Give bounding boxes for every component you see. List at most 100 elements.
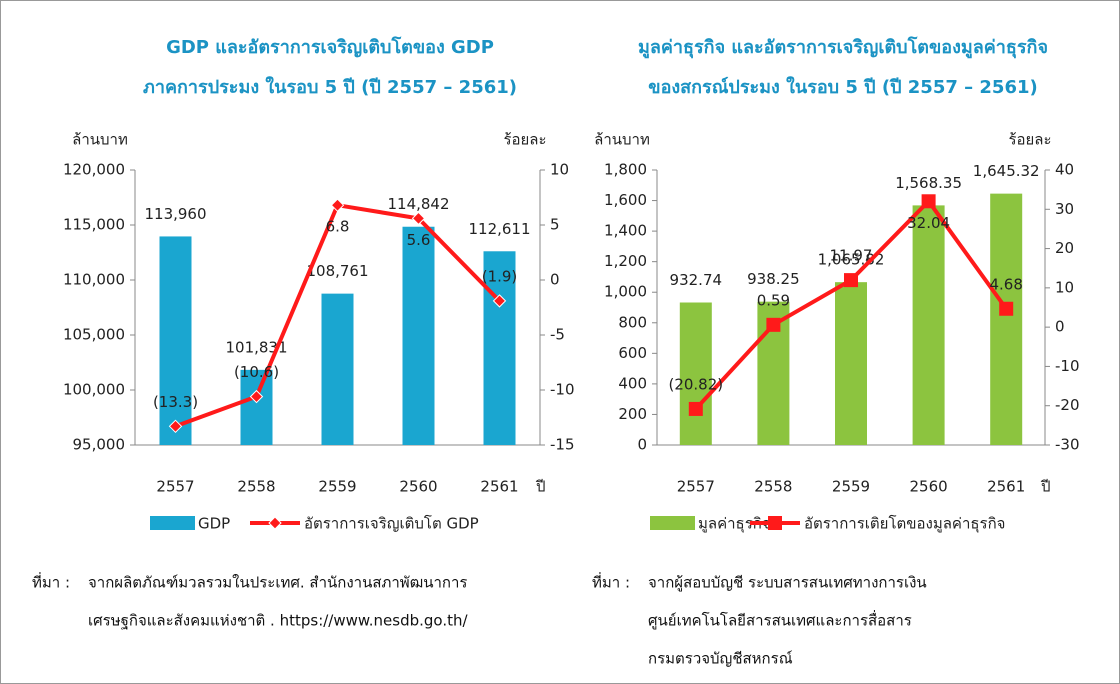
line-value-label: (20.82) xyxy=(668,375,723,393)
x-tick-label: 2558 xyxy=(754,478,792,496)
line-value-label: 5.6 xyxy=(407,231,431,249)
bar-value-label: 932.74 xyxy=(670,271,723,289)
note-label: ที่มา : xyxy=(592,572,630,592)
line-marker xyxy=(411,211,426,226)
y-axis-label: ล้านบาท xyxy=(72,131,128,149)
y-tick-label: 120,000 xyxy=(63,161,125,179)
y2-tick-label: -30 xyxy=(1055,436,1080,454)
y-tick-label: 1,200 xyxy=(604,252,647,270)
line-marker xyxy=(330,198,345,212)
y2-tick-label: 20 xyxy=(1055,239,1074,257)
chart-title: GDP และอัตราการเจริญเติบโตของ GDP xyxy=(166,36,494,58)
line-value-label: 6.8 xyxy=(326,218,350,236)
note-line: ศูนย์เทคโนโลยีสารสนเทศและการสื่อสาร xyxy=(648,610,912,630)
legend-swatch xyxy=(150,516,195,530)
chart-title: ของสกรณ์ประมง ในรอบ 5 ปี (ปี 2557 – 2561… xyxy=(648,76,1037,98)
line-value-label: 32.04 xyxy=(907,214,950,232)
bar xyxy=(483,251,516,445)
x-tick-label: 2557 xyxy=(156,478,194,496)
bar-value-label: 114,842 xyxy=(387,195,449,213)
y-tick-label: 600 xyxy=(618,344,647,362)
y-tick-label: 1,400 xyxy=(604,222,647,240)
bar-value-label: 1,645.32 xyxy=(973,162,1040,180)
y-tick-label: 105,000 xyxy=(63,326,125,344)
y-tick-label: 1,800 xyxy=(604,161,647,179)
bar-value-label: 113,960 xyxy=(144,205,206,223)
line-value-label: (10.6) xyxy=(234,363,279,381)
y2-tick-label: 5 xyxy=(550,216,560,234)
y2-tick-label: -10 xyxy=(1055,357,1080,375)
y2-axis-label: ร้อยละ xyxy=(1008,131,1051,149)
bar xyxy=(912,205,945,445)
y2-tick-label: 0 xyxy=(1055,318,1065,336)
y-tick-label: 1,000 xyxy=(604,283,647,301)
chart-title: ภาคการประมง ในรอบ 5 ปี (ปี 2557 – 2561) xyxy=(143,76,517,98)
bar-value-label: 1,568.35 xyxy=(895,174,962,192)
x-tick-label: 2558 xyxy=(237,478,275,496)
y2-tick-label: -20 xyxy=(1055,396,1080,414)
y2-tick-label: 10 xyxy=(1055,278,1074,296)
x-tick-label: 2561 xyxy=(987,478,1025,496)
legend-label: มูลค่าธุรกิจ xyxy=(698,515,771,534)
line-marker xyxy=(999,301,1014,316)
y-tick-label: 1,600 xyxy=(604,191,647,209)
y-tick-label: 200 xyxy=(618,405,647,423)
legend-label: GDP xyxy=(198,515,230,533)
line-value-label: 11.97 xyxy=(830,247,873,265)
line-marker xyxy=(921,194,936,209)
chart-title: มูลค่าธุรกิจ และอัตราการเจริญเติบโตของมู… xyxy=(638,36,1048,59)
line-marker xyxy=(766,317,781,332)
line-value-label: (13.3) xyxy=(153,393,198,411)
bar-value-label: 112,611 xyxy=(468,220,530,238)
y2-tick-label: 30 xyxy=(1055,200,1074,218)
x-axis-label: ปี xyxy=(1040,478,1050,496)
bar-value-label: 108,761 xyxy=(306,262,368,280)
x-tick-label: 2559 xyxy=(318,478,356,496)
y-tick-label: 95,000 xyxy=(73,436,126,454)
line-marker xyxy=(249,389,264,404)
x-axis-label: ปี xyxy=(535,478,545,496)
bar xyxy=(240,369,273,445)
bar xyxy=(402,226,435,445)
y-tick-label: 400 xyxy=(618,374,647,392)
x-tick-label: 2561 xyxy=(480,478,518,496)
bar xyxy=(990,193,1023,445)
x-tick-label: 2557 xyxy=(677,478,715,496)
line-value-label: 0.59 xyxy=(757,291,790,309)
y-tick-label: 110,000 xyxy=(63,271,125,289)
y-tick-label: 0 xyxy=(637,436,647,454)
note-line: กรมตรวจบัญชีสหกรณ์ xyxy=(648,650,793,668)
x-tick-label: 2560 xyxy=(910,478,948,496)
note-line: จากผลิตภัณฑ์มวลรวมในประเทศ. สำนักงานสภาพ… xyxy=(88,574,467,592)
y-tick-label: 115,000 xyxy=(63,216,125,234)
line-marker xyxy=(168,419,183,434)
note-label: ที่มา : xyxy=(32,572,70,592)
y2-tick-label: 40 xyxy=(1055,161,1074,179)
legend-label: อัตราการเจริญเติบโต GDP xyxy=(304,515,479,533)
line-marker xyxy=(688,401,703,416)
legend-marker xyxy=(268,516,282,530)
legend-marker xyxy=(768,516,782,530)
bar-value-label: 101,831 xyxy=(225,338,287,356)
note-line: เศรษฐกิจและสังคมแห่งชาติ . https://www.n… xyxy=(88,612,469,630)
x-tick-label: 2559 xyxy=(832,478,870,496)
x-tick-label: 2560 xyxy=(399,478,437,496)
legend-swatch xyxy=(650,516,695,530)
y2-tick-label: 10 xyxy=(550,161,569,179)
y2-tick-label: -15 xyxy=(550,436,575,454)
y2-tick-label: 0 xyxy=(550,271,560,289)
note-line: จากผู้สอบบัญชี ระบบสารสนเทศทางการเงิน xyxy=(648,574,927,592)
bar-value-label: 938.25 xyxy=(747,270,800,288)
y2-tick-label: -5 xyxy=(550,326,565,344)
legend-label: อัตราการเติยโตของมูลค่าธุรกิจ xyxy=(804,515,1005,534)
y-axis-label: ล้านบาท xyxy=(594,131,650,149)
line-marker xyxy=(844,273,858,288)
bar xyxy=(679,302,712,445)
bar xyxy=(159,236,192,445)
bar xyxy=(835,282,867,445)
line-value-label: 4.68 xyxy=(989,275,1022,293)
y2-axis-label: ร้อยละ xyxy=(503,131,546,149)
bar xyxy=(321,293,354,445)
y2-tick-label: -10 xyxy=(550,381,575,399)
